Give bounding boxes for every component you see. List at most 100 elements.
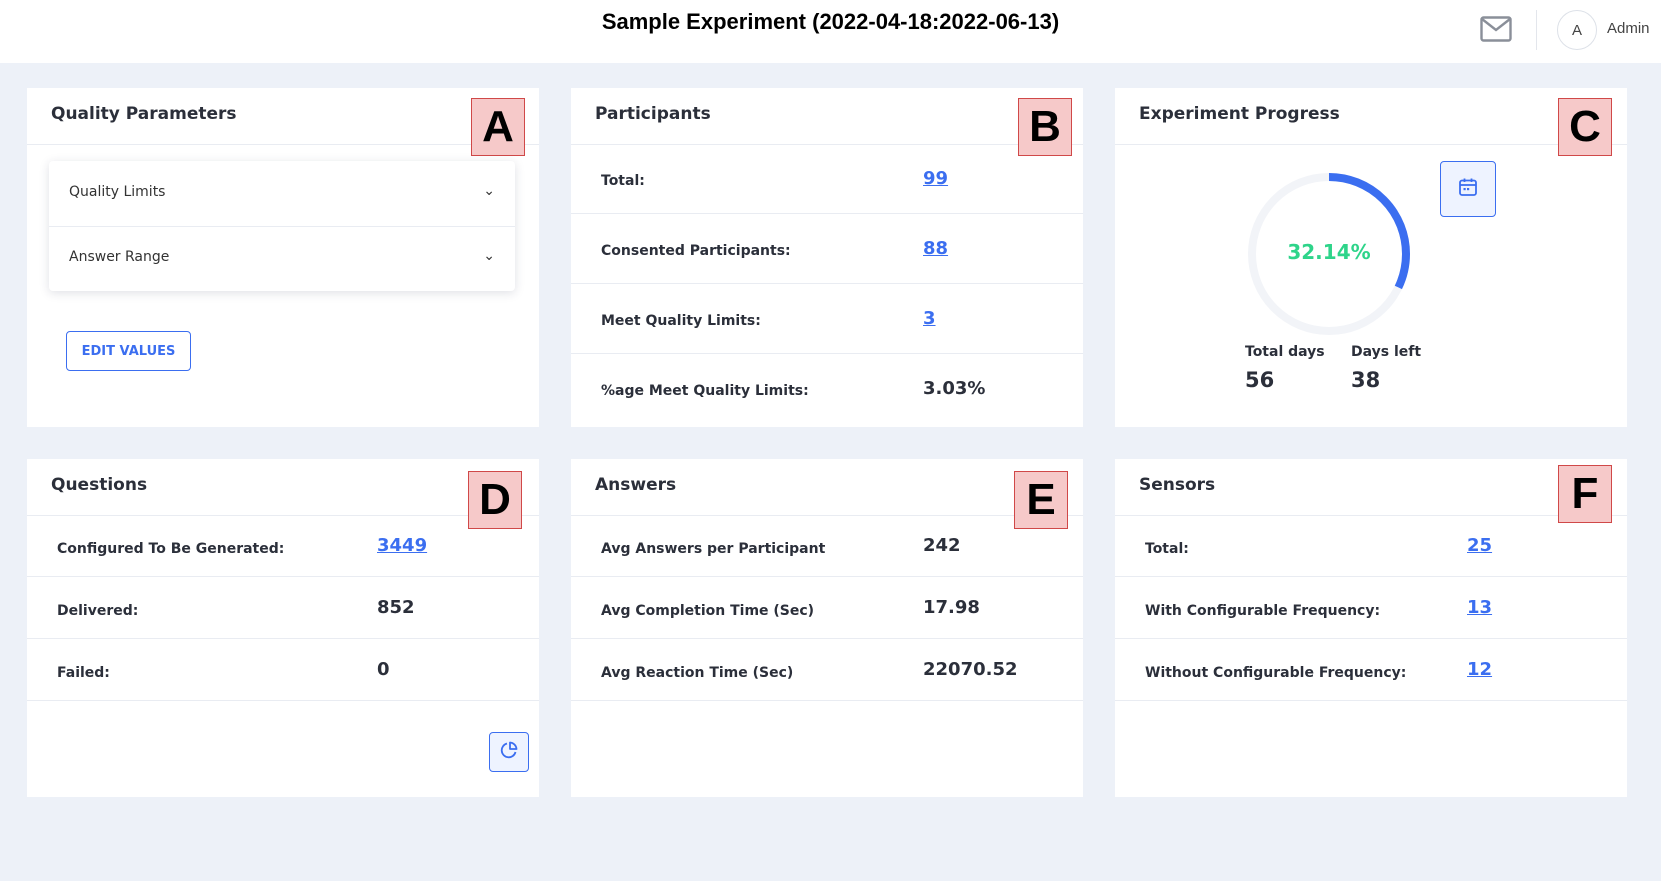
sensors-card: Sensors F Total: 25 With Configurable Fr…	[1115, 459, 1627, 797]
answers-row: Avg Answers per Participant 242	[571, 515, 1083, 577]
row-label: Avg Reaction Time (Sec)	[601, 665, 794, 681]
participants-row: Meet Quality Limits: 3	[571, 284, 1083, 354]
answers-completion-value: 17.98	[923, 597, 980, 618]
participants-row: Total: 99	[571, 144, 1083, 214]
participants-consented-link[interactable]: 88	[923, 238, 949, 259]
row-label: Avg Completion Time (Sec)	[601, 603, 815, 619]
panel-tag: C	[1558, 98, 1612, 156]
participants-quality-link[interactable]: 3	[923, 308, 936, 329]
accordion-item-quality-limits[interactable]: Quality Limits ⌄	[49, 161, 515, 227]
panel-tag: A	[471, 98, 525, 156]
pie-chart-icon	[500, 741, 518, 763]
card-title: Sensors	[1139, 475, 1216, 495]
total-days-label: Total days	[1245, 344, 1325, 360]
accordion-label: Quality Limits	[69, 184, 166, 200]
answers-avg-value: 242	[923, 535, 961, 556]
row-label: Failed:	[57, 665, 110, 681]
card-title: Quality Parameters	[51, 104, 237, 124]
row-label: %age Meet Quality Limits:	[601, 383, 809, 399]
divider	[571, 283, 1083, 284]
chevron-down-icon: ⌄	[483, 248, 495, 264]
quality-parameters-card: Quality Parameters A Quality Limits ⌄ An…	[27, 88, 539, 427]
row-label: Configured To Be Generated:	[57, 541, 285, 557]
user-name[interactable]: Admin	[1607, 20, 1650, 37]
panel-tag: F	[1558, 465, 1612, 523]
chevron-down-icon: ⌄	[483, 183, 495, 199]
sensors-row: Without Configurable Frequency: 12	[1115, 639, 1627, 701]
card-divider	[1115, 144, 1627, 145]
panel-tag: E	[1014, 471, 1068, 529]
days-left-label: Days left	[1351, 344, 1422, 360]
divider	[27, 700, 539, 701]
top-bar: Sample Experiment (2022-04-18:2022-06-13…	[0, 0, 1661, 63]
card-title: Experiment Progress	[1139, 104, 1340, 124]
divider	[27, 638, 539, 639]
divider	[27, 576, 539, 577]
participants-row: Consented Participants: 88	[571, 214, 1083, 284]
days-left-value: 38	[1351, 368, 1381, 392]
sensors-configurable-link[interactable]: 13	[1467, 597, 1493, 618]
divider	[1115, 576, 1627, 577]
card-title: Questions	[51, 475, 148, 495]
row-label: Meet Quality Limits:	[601, 313, 761, 329]
divider	[571, 700, 1083, 701]
row-label: Total:	[601, 173, 645, 189]
sensors-total-link[interactable]: 25	[1467, 535, 1493, 556]
participants-percent-value: 3.03%	[923, 378, 986, 399]
answers-card: Answers E Avg Answers per Participant 24…	[571, 459, 1083, 797]
row-label: Total:	[1145, 541, 1189, 557]
divider	[571, 213, 1083, 214]
avatar[interactable]: A	[1557, 10, 1597, 50]
total-days-value: 56	[1245, 368, 1275, 392]
questions-row: Failed: 0	[27, 639, 539, 701]
header-divider	[1536, 10, 1537, 50]
divider	[571, 638, 1083, 639]
edit-values-button[interactable]: EDIT VALUES	[66, 331, 191, 371]
divider	[1115, 638, 1627, 639]
calendar-button[interactable]	[1440, 161, 1496, 217]
quality-accordion: Quality Limits ⌄ Answer Range ⌄	[49, 161, 515, 291]
questions-failed-value: 0	[377, 659, 390, 680]
participants-row: %age Meet Quality Limits: 3.03%	[571, 354, 1083, 424]
sensors-nonconfigurable-link[interactable]: 12	[1467, 659, 1493, 680]
progress-ring-fill	[1248, 173, 1410, 335]
row-label: Delivered:	[57, 603, 139, 619]
accordion-item-answer-range[interactable]: Answer Range ⌄	[49, 226, 515, 291]
panel-tag: B	[1018, 98, 1072, 156]
row-label: With Configurable Frequency:	[1145, 603, 1381, 619]
questions-row: Configured To Be Generated: 3449	[27, 515, 539, 577]
mail-icon[interactable]	[1480, 16, 1512, 42]
card-divider	[571, 144, 1083, 145]
row-label: Avg Answers per Participant	[601, 541, 826, 557]
divider	[1115, 700, 1627, 701]
accordion-label: Answer Range	[69, 249, 170, 265]
card-divider	[27, 144, 539, 145]
questions-configured-link[interactable]: 3449	[377, 535, 428, 556]
questions-delivered-value: 852	[377, 597, 415, 618]
chart-button[interactable]	[489, 732, 529, 772]
divider	[571, 576, 1083, 577]
participants-card: Participants B Total: 99 Consented Parti…	[571, 88, 1083, 427]
participants-total-link[interactable]: 99	[923, 168, 949, 189]
answers-row: Avg Reaction Time (Sec) 22070.52	[571, 639, 1083, 701]
row-label: Without Configurable Frequency:	[1145, 665, 1407, 681]
row-label: Consented Participants:	[601, 243, 791, 259]
page-title: Sample Experiment (2022-04-18:2022-06-13…	[601, 9, 1060, 34]
questions-row: Delivered: 852	[27, 577, 539, 639]
card-title: Participants	[595, 104, 711, 124]
card-divider	[27, 515, 539, 516]
progress-percent: 32.14%	[1287, 240, 1371, 264]
answers-row: Avg Completion Time (Sec) 17.98	[571, 577, 1083, 639]
progress-ring	[1248, 173, 1410, 335]
card-title: Answers	[595, 475, 677, 495]
divider	[49, 226, 515, 227]
card-divider	[571, 515, 1083, 516]
questions-card: Questions D Configured To Be Generated: …	[27, 459, 539, 797]
sensors-row: With Configurable Frequency: 13	[1115, 577, 1627, 639]
divider	[571, 353, 1083, 354]
answers-reaction-value: 22070.52	[923, 659, 1018, 680]
experiment-progress-card: Experiment Progress C 32.14% Total days …	[1115, 88, 1627, 427]
panel-tag: D	[468, 471, 522, 529]
sensors-row: Total: 25	[1115, 515, 1627, 577]
card-divider	[1115, 515, 1627, 516]
